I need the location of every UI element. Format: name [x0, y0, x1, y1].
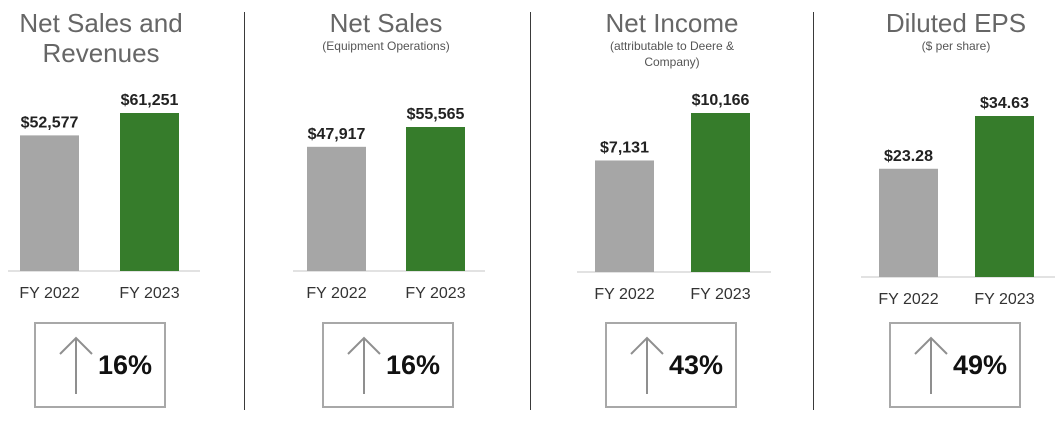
- data-label: $55,565: [407, 106, 465, 123]
- data-label: $34.63: [980, 95, 1029, 112]
- change-percent: 43%: [668, 350, 723, 380]
- change-percent: 16%: [385, 350, 440, 380]
- change-percent: 16%: [97, 350, 152, 380]
- bar-fy-2023: [406, 127, 465, 271]
- bar-fy-2022: [20, 135, 79, 271]
- bar-fy-2022: [879, 168, 938, 277]
- panel-net-sales-and-revenues: Net Sales and Revenues $52,577 FY 2022 $61…: [0, 0, 202, 424]
- category-label: FY 2022: [878, 291, 938, 308]
- chart-subtitle: ($ per share): [921, 39, 991, 53]
- up-arrow-icon: [347, 336, 381, 394]
- data-label: $47,917: [308, 126, 366, 143]
- panel-diluted-eps: Diluted EPS ($ per share) $23.28 FY 2022 $…: [855, 0, 1057, 424]
- bar-fy-2023: [975, 116, 1034, 277]
- chart-title: Net Sales: [329, 8, 443, 38]
- bar-chart: $52,577 FY 2022 $61,251 FY 2023: [8, 92, 200, 302]
- data-label: $10,166: [692, 92, 750, 109]
- category-label: FY 2023: [690, 286, 750, 303]
- category-label: FY 2022: [19, 285, 79, 302]
- up-arrow-icon: [59, 336, 93, 394]
- bar-chart: $7,131 FY 2022 $10,166 FY 2023: [577, 92, 771, 303]
- data-label: $52,577: [21, 114, 79, 131]
- panel-net-income: Net Income (attributable to Deere & Comp…: [571, 0, 773, 424]
- panel-net-sales: Net Sales (Equipment Operations) $47,917…: [285, 0, 487, 424]
- category-label: FY 2023: [119, 285, 179, 302]
- change-box: 49%: [889, 322, 1021, 408]
- category-label: FY 2022: [594, 286, 654, 303]
- bar-fy-2023: [691, 113, 750, 272]
- up-arrow-icon: [630, 336, 664, 394]
- bar-chart: $23.28 FY 2022 $34.63 FY 2023: [861, 95, 1055, 308]
- change-box: 43%: [605, 322, 737, 408]
- bar-chart: $47,917 FY 2022 $55,565 FY 2023: [293, 106, 485, 302]
- chart-title: Diluted EPS: [885, 8, 1027, 38]
- data-label: $23.28: [884, 148, 933, 165]
- chart-title: Net Sales and Revenues: [19, 8, 183, 68]
- up-arrow-icon: [914, 336, 948, 394]
- data-label: $7,131: [600, 139, 649, 156]
- bar-fy-2022: [595, 160, 654, 272]
- category-label: FY 2023: [405, 285, 465, 302]
- category-label: FY 2022: [306, 285, 366, 302]
- chart-subtitle: (Equipment Operations): [322, 39, 450, 53]
- change-percent: 49%: [952, 350, 1007, 380]
- change-box: 16%: [322, 322, 454, 408]
- panel-divider: [813, 12, 814, 410]
- bar-fy-2023: [120, 113, 179, 271]
- chart-title: Net Income: [605, 8, 739, 38]
- chart-subtitle: (attributable to Deere & Company): [609, 39, 735, 69]
- change-box: 16%: [34, 322, 166, 408]
- panel-divider: [244, 12, 245, 410]
- bar-fy-2022: [307, 146, 366, 271]
- category-label: FY 2023: [974, 291, 1034, 308]
- data-label: $61,251: [121, 92, 179, 109]
- panel-divider: [530, 12, 531, 410]
